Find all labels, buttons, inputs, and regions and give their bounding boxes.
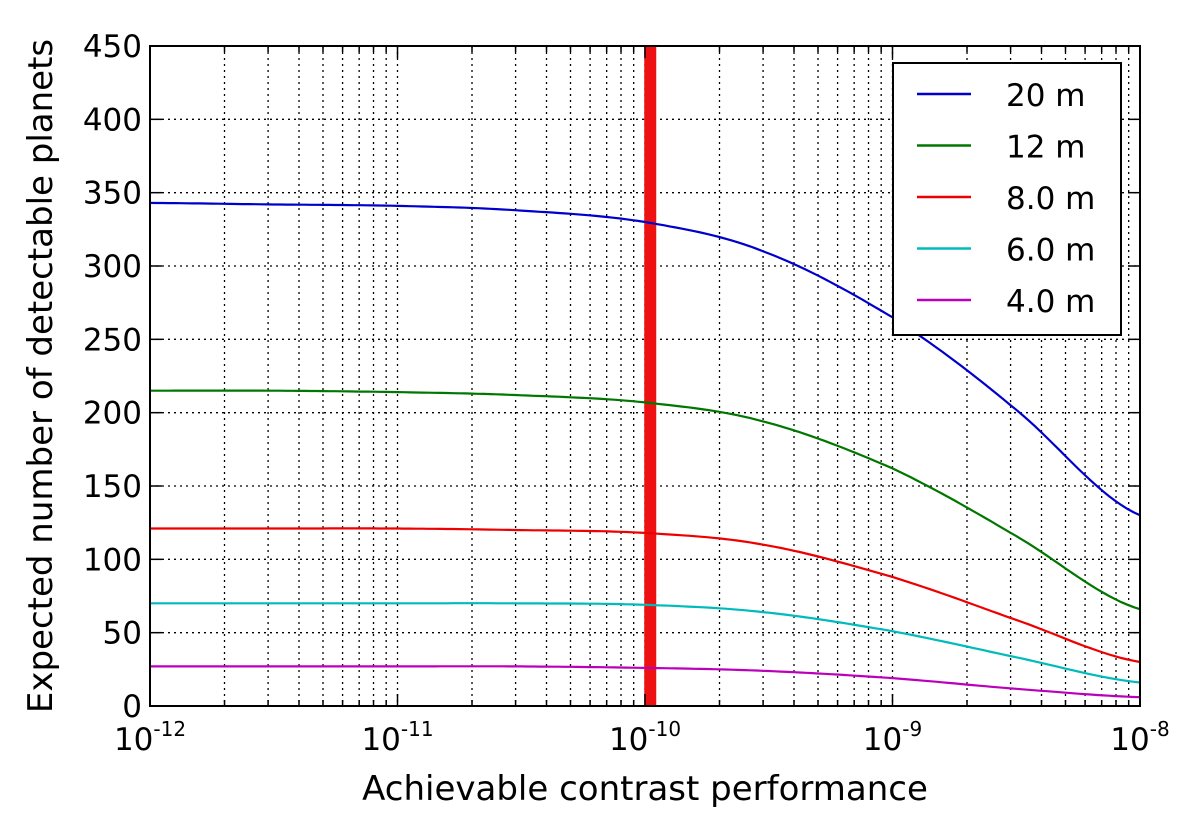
y-tick-label: 300 bbox=[83, 249, 142, 285]
legend-label: 6.0 m bbox=[1006, 233, 1095, 269]
y-tick-label: 350 bbox=[83, 176, 142, 212]
legend: 20 m 12 m 8.0 m 6.0 m 4.0 m bbox=[892, 62, 1122, 336]
x-tick-label: 10-11 bbox=[361, 717, 433, 758]
series-line-4-0-m bbox=[150, 665, 1141, 699]
y-tick-label: 450 bbox=[83, 29, 142, 65]
series-line-20-m bbox=[149, 201, 1141, 517]
y-tick-label: 200 bbox=[83, 396, 142, 432]
x-tick-label: 10-12 bbox=[114, 717, 186, 758]
x-tick-label: 10-9 bbox=[863, 717, 922, 758]
series-line-8-0-m bbox=[150, 527, 1141, 664]
legend-label: 4.0 m bbox=[1006, 284, 1095, 320]
y-tick-label: 50 bbox=[103, 616, 142, 652]
series-layer bbox=[149, 201, 1141, 699]
y-tick-label: 100 bbox=[83, 542, 142, 578]
vertical-marker-band bbox=[644, 46, 657, 706]
legend-label: 8.0 m bbox=[1006, 181, 1095, 217]
axis-ticks: 0 50 100 150 200 250 300 350 400 450 10-12 10-11 10-… bbox=[83, 29, 1170, 758]
legend-box bbox=[892, 62, 1122, 336]
legend-label: 12 m bbox=[1006, 130, 1086, 166]
y-tick-label: 0 bbox=[122, 689, 142, 725]
y-tick-label: 400 bbox=[83, 102, 142, 138]
series-line-12-m bbox=[150, 389, 1141, 611]
y-axis-label: Expected number of detectable planets bbox=[21, 39, 61, 713]
x-axis-label: Achievable contrast performance bbox=[362, 769, 928, 809]
legend-label: 20 m bbox=[1006, 78, 1086, 114]
vertical-marker-layer bbox=[644, 46, 657, 706]
series-line-6-0-m bbox=[150, 602, 1141, 684]
y-tick-label: 250 bbox=[83, 322, 142, 358]
x-tick-label: 10-8 bbox=[1110, 717, 1169, 758]
y-tick-label: 150 bbox=[83, 469, 142, 505]
x-tick-label: 10-10 bbox=[609, 717, 681, 758]
